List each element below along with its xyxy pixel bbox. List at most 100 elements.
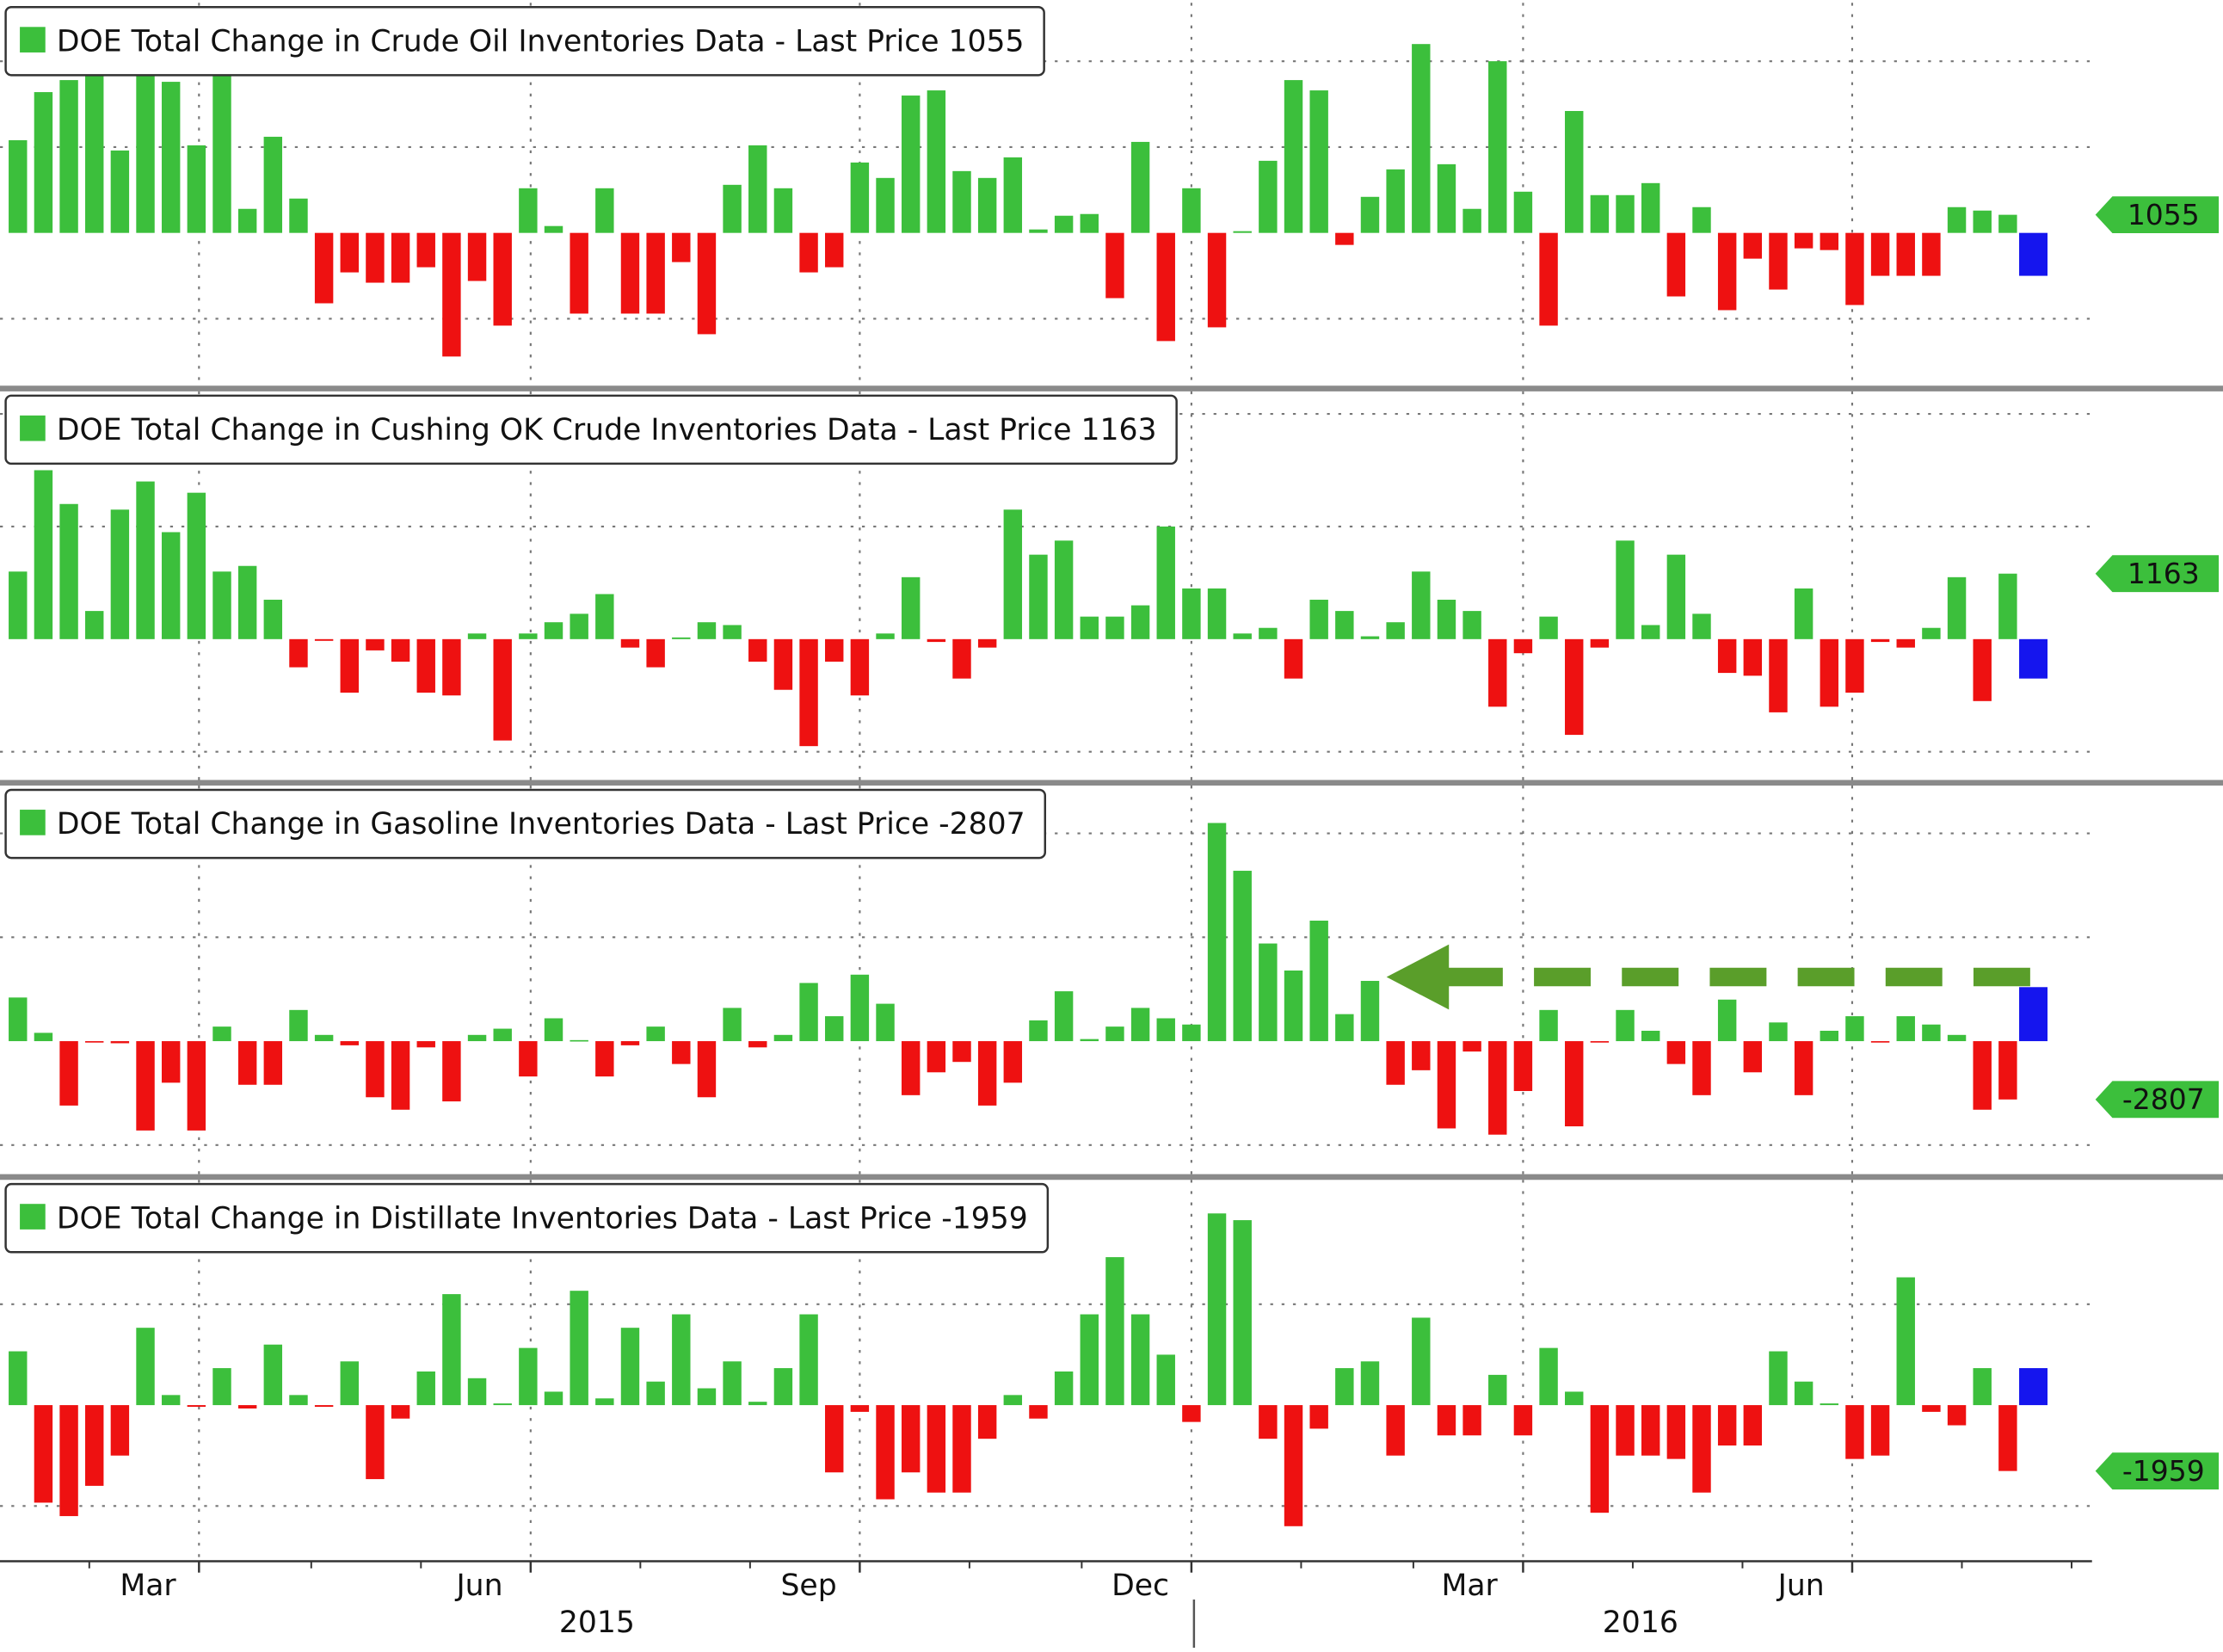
bar — [876, 1003, 895, 1042]
bar — [1998, 1041, 2017, 1100]
bar — [1054, 991, 1074, 1042]
bar — [85, 71, 104, 233]
bar — [1870, 638, 1890, 643]
bar — [1743, 1405, 1763, 1446]
bar — [1462, 208, 1481, 233]
bar — [1488, 1041, 1507, 1135]
bar — [1412, 44, 1431, 233]
bar — [34, 1405, 53, 1503]
bar — [1769, 638, 1788, 712]
bar — [1590, 638, 1610, 648]
bar — [1003, 1041, 1023, 1083]
bar — [927, 90, 946, 233]
bar — [263, 136, 283, 233]
bar — [1207, 823, 1227, 1042]
bar — [9, 571, 28, 639]
bar — [161, 532, 181, 639]
bar — [1386, 169, 1405, 233]
bar — [289, 1395, 308, 1406]
bar — [876, 177, 895, 233]
bar — [927, 1041, 946, 1073]
x-tick-label: Jun — [1777, 1569, 1825, 1603]
bar — [620, 1041, 640, 1045]
bar — [1335, 1014, 1354, 1042]
bar — [34, 92, 53, 233]
bar — [136, 1328, 155, 1406]
bar — [237, 208, 257, 233]
bar — [85, 611, 104, 639]
bar — [1284, 1405, 1303, 1526]
bar — [773, 1034, 793, 1042]
bar — [1386, 1041, 1405, 1085]
bar — [416, 1041, 435, 1048]
bar — [570, 1039, 588, 1042]
bar — [1590, 194, 1610, 233]
bar — [697, 232, 717, 335]
bar — [59, 1041, 78, 1106]
bar — [1207, 232, 1227, 328]
bar — [1922, 1024, 1941, 1042]
next-bar — [2019, 987, 2048, 1042]
bar — [416, 638, 435, 693]
bar — [212, 571, 231, 639]
bar — [1973, 210, 1992, 233]
bar — [59, 1405, 78, 1517]
bar — [977, 1041, 997, 1106]
bar — [952, 170, 971, 233]
legend-text: DOE Total Change in Gasoline Inventories… — [57, 807, 1025, 841]
bar — [366, 1041, 385, 1098]
bar — [493, 1403, 512, 1406]
legend-box — [4, 394, 1178, 465]
bar — [1845, 1016, 1864, 1042]
bar — [773, 638, 793, 690]
bar — [646, 232, 665, 314]
bar — [1692, 206, 1711, 233]
bar — [977, 638, 997, 648]
bar — [1105, 1026, 1124, 1042]
bar — [136, 71, 155, 233]
bar — [1437, 600, 1456, 639]
bar — [646, 1381, 665, 1406]
bar — [1156, 1018, 1175, 1042]
x-tick-label: Mar — [120, 1569, 176, 1603]
bar — [1820, 1030, 1838, 1042]
bar — [1616, 194, 1635, 233]
bar — [1692, 613, 1711, 639]
bar — [237, 1041, 257, 1085]
legend-box — [4, 1182, 1050, 1254]
bar — [1259, 1405, 1278, 1439]
bar — [1794, 588, 1814, 639]
bar — [1284, 970, 1303, 1042]
bar — [1794, 1381, 1814, 1406]
bar — [1284, 638, 1303, 679]
bar — [1054, 1371, 1074, 1406]
bar — [1743, 638, 1763, 676]
bar — [901, 1041, 921, 1095]
bar — [1130, 141, 1150, 233]
bar — [748, 1041, 767, 1048]
bar — [544, 622, 563, 639]
bar — [595, 594, 614, 639]
x-group-label: 2015 — [559, 1606, 635, 1640]
bar — [1259, 160, 1278, 233]
bar — [927, 1405, 946, 1493]
bar — [1845, 232, 1864, 305]
bar — [1947, 1034, 1967, 1042]
last-price-label: 1163 — [2128, 557, 2200, 590]
legend: DOE Total Change in Gasoline Inventories… — [4, 788, 1047, 860]
bar — [570, 232, 588, 314]
bar — [340, 1361, 359, 1406]
bar — [850, 974, 870, 1042]
bar — [9, 139, 28, 233]
bar — [1437, 163, 1456, 233]
bar — [1513, 638, 1533, 654]
bar — [1207, 1213, 1227, 1406]
bar — [85, 1041, 104, 1043]
bar — [1717, 638, 1737, 674]
x-tick-label: Dec — [1112, 1569, 1169, 1603]
bar — [952, 638, 971, 679]
bar — [1080, 616, 1099, 639]
bar — [1054, 540, 1074, 639]
bar — [1412, 1317, 1431, 1406]
